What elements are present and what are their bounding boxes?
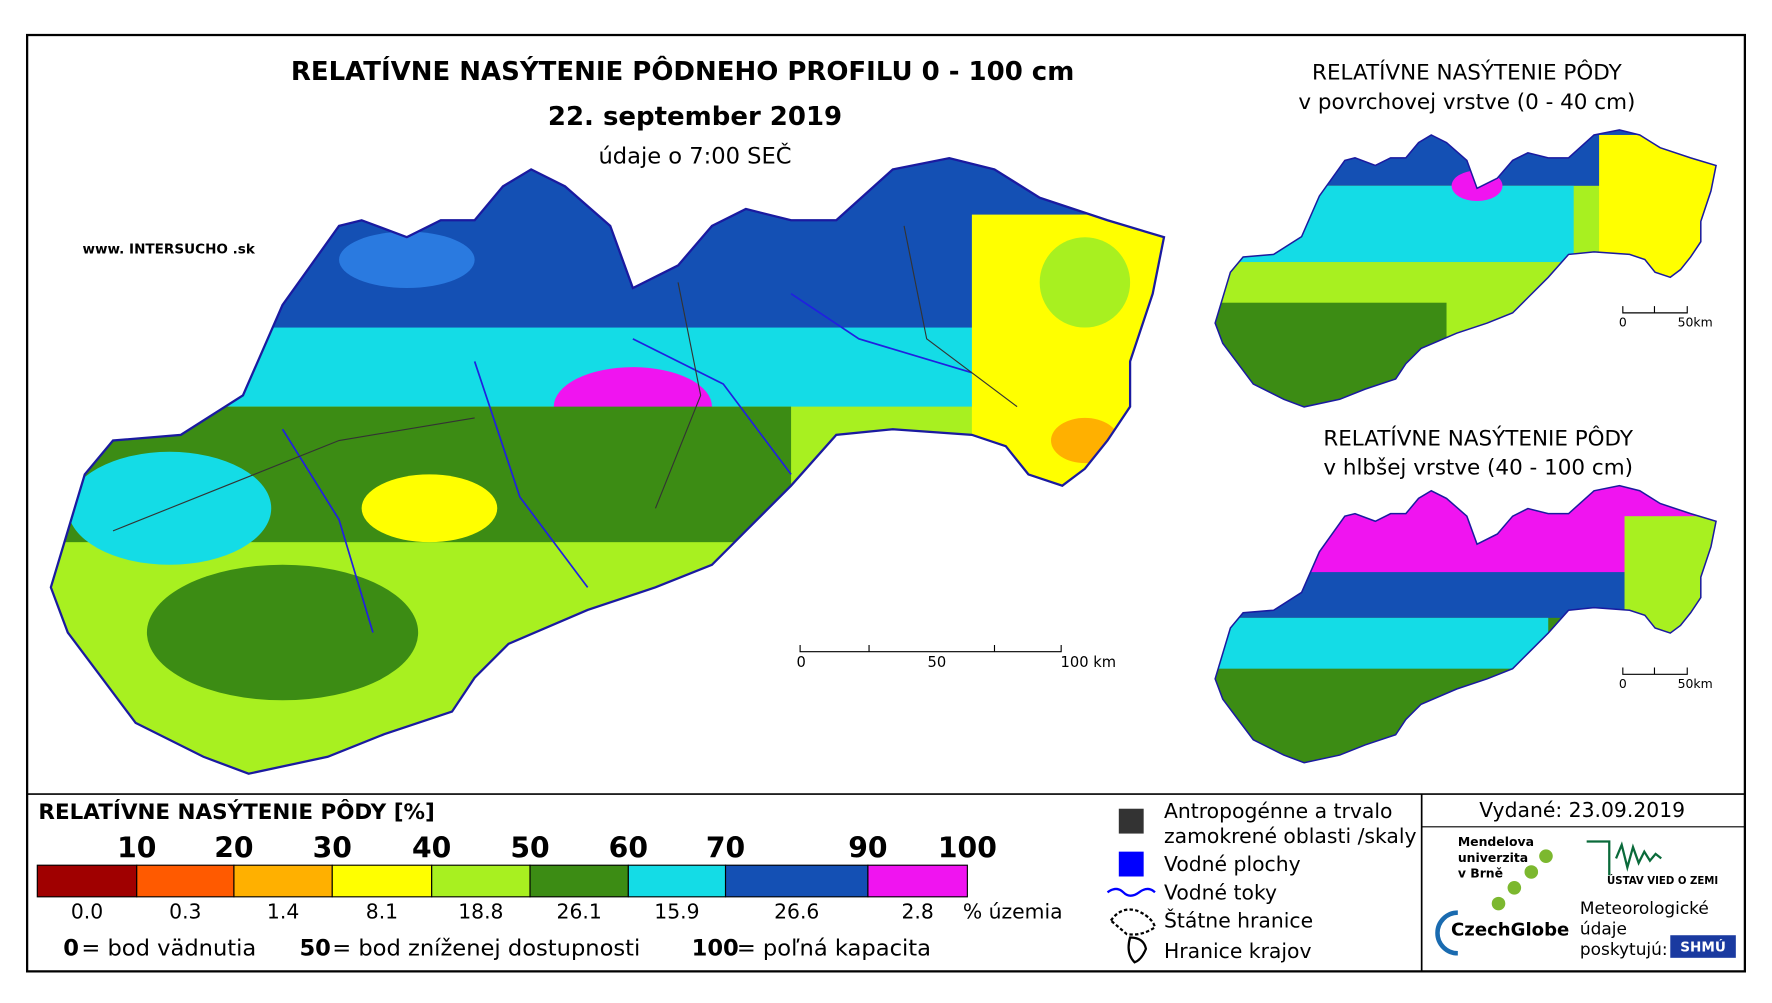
shmu-logo (1670, 935, 1736, 958)
credit: SHMÚ (1680, 938, 1726, 956)
scale-bar (1622, 306, 1688, 314)
legend-share: 0.3 (169, 900, 201, 924)
scale-label: 50km (1678, 676, 1713, 691)
symbol-label: Štátne hranice (1164, 908, 1313, 933)
credit: poskytujú: (1580, 939, 1668, 959)
scale-label: 100 km (1061, 654, 1116, 671)
legend-share: 26.1 (557, 900, 602, 924)
symbol-label: Vodné plochy (1164, 852, 1301, 876)
credit: CzechGlobe (1451, 920, 1569, 941)
legend-boundary: 10 (117, 831, 156, 864)
symbol-river (1106, 887, 1156, 897)
scale-label: 50km (1678, 315, 1713, 330)
scale-label: 0 (1619, 315, 1627, 330)
symbol-urban (1118, 808, 1144, 834)
credit: Meteorologické (1580, 898, 1709, 918)
credit: Mendelova (1458, 834, 1534, 849)
source: www. INTERSUCHO .sk (82, 242, 255, 258)
legend-share: 15.9 (654, 900, 699, 924)
legend-share: 2.8 (901, 900, 933, 924)
inset-title: v povrchovej vrstve (0 - 40 cm) (1298, 90, 1635, 115)
legend-swatch (724, 864, 869, 898)
legend-share: 0.0 (71, 900, 103, 924)
inset-title: RELATÍVNE NASÝTENIE PÔDY (1312, 59, 1623, 85)
note-key: 0 (63, 935, 79, 961)
symbol-label: Hranice krajov (1164, 939, 1312, 963)
credit: v Brně (1458, 866, 1503, 881)
note-text: = poľná kapacita (737, 935, 931, 961)
legend-swatch (233, 864, 333, 898)
scale-bar (799, 644, 1062, 653)
legend-boundary: 60 (609, 831, 648, 864)
legend-swatch (136, 864, 235, 898)
legend-boundary: 20 (214, 831, 253, 864)
legend-boundary: 40 (412, 831, 451, 864)
symbol-water (1118, 851, 1144, 877)
legend-share: 1.4 (267, 900, 299, 924)
inset-title: v hlbšej vrstve (40 - 100 cm) (1323, 456, 1633, 481)
scale-label: 0 (1619, 676, 1627, 691)
legend-boundary: 100 (938, 831, 997, 864)
title: RELATÍVNE NASÝTENIE PÔDNEHO PROFILU 0 - … (291, 55, 1074, 87)
legend-boundary: 90 (848, 831, 887, 864)
symbol-border (1109, 908, 1157, 936)
legend-swatch (331, 864, 433, 898)
legend-title: RELATÍVNE NASÝTENIE PÔDY [%] (38, 799, 434, 825)
legend-boundary: 70 (706, 831, 745, 864)
mendel-dots (1491, 849, 1553, 911)
note-text: = bod zníženej dostupnosti (332, 935, 640, 961)
legend-share: 18.8 (458, 900, 503, 924)
frame (25, 33, 1747, 973)
issued: Vydané: 23.09.2019 (1479, 798, 1685, 822)
inset-title: RELATÍVNE NASÝTENIE PÔDY (1323, 425, 1634, 451)
credit: ÚSTAV VIED O ZEMI (1607, 874, 1718, 887)
date: 22. september 2019 (548, 102, 842, 132)
symbol-region (1127, 936, 1148, 964)
legend-swatch (36, 864, 138, 898)
scale-label: 0 (797, 654, 806, 671)
symbol-label: Vodné toky (1164, 880, 1277, 904)
legend: 0.0 0.3 1.4 8.1 18.8 26.1 15.9 26.6 2.8 10 20 30 40 5… (36, 831, 997, 924)
symbol-label: zamokrené oblasti /skaly (1164, 824, 1417, 848)
scale-bar (1622, 667, 1688, 675)
inset-map-bottom (1214, 484, 1717, 764)
scale-label: 50 (928, 654, 947, 671)
credit: údaje (1580, 919, 1627, 939)
note-key: 100 (692, 935, 739, 961)
symbol-label: Antropogénne a trvalo (1164, 799, 1392, 823)
legend-boundary: 50 (510, 831, 549, 864)
legend-swatch (529, 864, 629, 898)
note-text: = bod vädnutia (81, 935, 256, 961)
share-unit: % územia (963, 900, 1063, 924)
legend-swatch (431, 864, 531, 898)
legend-swatch (867, 864, 968, 898)
time: údaje o 7:00 SEČ (598, 142, 791, 170)
credit: univerzita (1458, 850, 1528, 865)
czechglobe-arc (1435, 910, 1458, 956)
inset-map-top (1214, 129, 1717, 408)
legend-share: 8.1 (366, 900, 398, 924)
legend-share: 26.6 (774, 900, 819, 924)
legend-swatch (627, 864, 727, 898)
note-key: 50 (299, 935, 330, 961)
uvz-logo (1586, 840, 1662, 876)
main-map (49, 157, 1166, 775)
legend-boundary: 30 (313, 831, 352, 864)
